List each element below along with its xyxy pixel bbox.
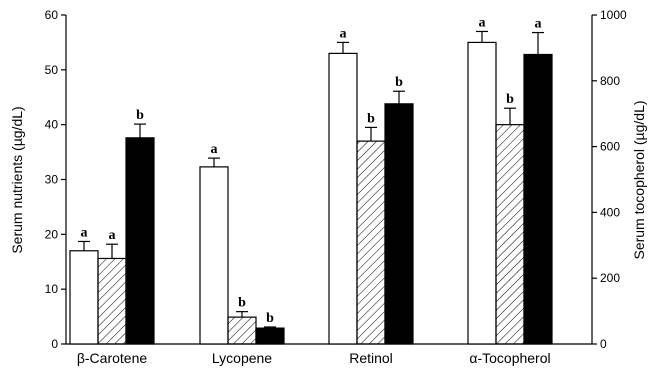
- bar-solid: [125, 137, 155, 345]
- right-tick-label: 1000: [600, 8, 627, 22]
- bars: [69, 41, 553, 345]
- left-tick-label: 20: [45, 227, 59, 241]
- bar-solid: [255, 327, 285, 345]
- significance-label: a: [109, 228, 116, 243]
- significance-label: b: [266, 311, 274, 326]
- right-tick-label: 800: [600, 74, 620, 88]
- significance-label: a: [479, 15, 486, 30]
- right-tick-label: 200: [600, 271, 620, 285]
- bar-hatched: [495, 124, 525, 345]
- left-tick-label: 60: [45, 8, 59, 22]
- significance-label: b: [136, 108, 144, 123]
- bar-solid: [384, 103, 414, 345]
- significance-labels: a a b a b b a b b a b a: [81, 15, 542, 326]
- significance-label: b: [238, 296, 246, 311]
- significance-label: a: [211, 142, 218, 157]
- right-axis-label: Serum tocopherol (µg/dL): [631, 100, 647, 259]
- category-label: α-Tocopherol: [469, 350, 550, 366]
- bar-hatched: [97, 257, 127, 345]
- right-tick-label: 0: [600, 337, 607, 351]
- left-axis-label: Serum nutrients (µg/dL): [9, 106, 25, 253]
- left-tick-label: 10: [45, 282, 59, 296]
- right-tick-label: 400: [600, 205, 620, 219]
- significance-label: b: [367, 111, 375, 126]
- significance-label: b: [506, 92, 514, 107]
- bar-open: [69, 250, 99, 345]
- error-bars: [78, 30, 544, 329]
- left-tick-label: 0: [51, 337, 58, 351]
- bar-open: [199, 166, 229, 345]
- left-tick-label: 50: [45, 63, 59, 77]
- category-labels: β-Carotene Lycopene Retinol α-Tocopherol: [77, 350, 551, 366]
- right-tick-label: 600: [600, 140, 620, 154]
- bar-hatched: [356, 140, 386, 345]
- significance-label: a: [535, 17, 542, 32]
- category-label: β-Carotene: [77, 350, 148, 366]
- bar-solid: [523, 53, 553, 345]
- bar-open: [328, 52, 358, 345]
- left-tick-label: 40: [45, 118, 59, 132]
- significance-label: b: [395, 75, 403, 90]
- bar-open: [467, 41, 497, 345]
- significance-label: a: [81, 225, 88, 240]
- category-label: Retinol: [349, 350, 393, 366]
- category-label: Lycopene: [212, 350, 272, 366]
- bar-hatched: [227, 316, 257, 345]
- left-tick-label: 30: [45, 173, 59, 187]
- significance-label: a: [340, 26, 347, 41]
